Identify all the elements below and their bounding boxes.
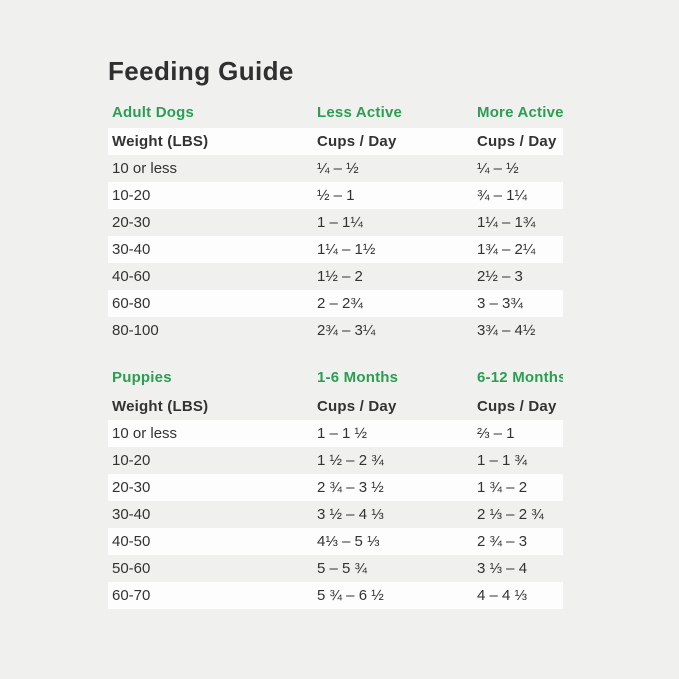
weight-cell: 20-30 — [112, 214, 151, 231]
cups-cell-1-6-months: 2 ¾ – 3 ½ — [317, 479, 384, 496]
weight-cell: 20-30 — [112, 479, 151, 496]
cups-cell-less-active: 2 – 2¾ — [317, 295, 363, 312]
adult-subheader-row: Weight (LBS) Cups / Day Cups / Day — [108, 128, 563, 155]
table-row: 10-20 1 ½ – 2 ¾ 1 – 1 ¾ — [108, 447, 563, 474]
table-row: 30-40 1¼ – 1½ 1¾ – 2¼ — [108, 236, 563, 263]
weight-cell: 10-20 — [112, 452, 151, 469]
table-row: 50-60 5 – 5 ¾ 3 ⅓ – 4 — [108, 555, 563, 582]
table-row: 30-40 3 ½ – 4 ⅓ 2 ⅓ – 2 ¾ — [108, 501, 563, 528]
puppies-table: Puppies 1-6 Months 6-12 Months Weight (L… — [108, 368, 563, 609]
cups-cell-6-12-months: 4 – 4 ⅓ — [477, 587, 528, 604]
column-header-less-active: Less Active — [317, 104, 403, 121]
page-title: Feeding Guide — [108, 56, 294, 86]
cups-cell-1-6-months: 1 – 1 ½ — [317, 425, 368, 442]
cups-cell-1-6-months: 4⅓ – 5 ⅓ — [317, 533, 380, 550]
cups-cell-1-6-months: 3 ½ – 4 ⅓ — [317, 506, 384, 523]
cups-cell-6-12-months: 1 ¾ – 2 — [477, 479, 528, 496]
column-header-more-active: More Active — [477, 104, 563, 121]
cups-per-day-label: Cups / Day — [477, 398, 557, 415]
weight-column-label: Weight (LBS) — [112, 398, 209, 415]
cups-cell-more-active: ¼ – ½ — [477, 160, 519, 177]
weight-cell: 40-50 — [112, 533, 151, 550]
weight-cell: 10-20 — [112, 187, 151, 204]
cups-cell-6-12-months: 2 ⅓ – 2 ¾ — [477, 506, 544, 523]
section-title-puppies: Puppies — [112, 369, 172, 386]
weight-cell: 10 or less — [112, 160, 178, 177]
cups-cell-more-active: ¾ – 1¼ — [477, 187, 528, 204]
table-row: 60-80 2 – 2¾ 3 – 3¾ — [108, 290, 563, 317]
column-header-1-6-months: 1-6 Months — [317, 369, 399, 386]
adult-dogs-header-row: Adult Dogs Less Active More Active — [108, 103, 563, 123]
weight-cell: 10 or less — [112, 425, 178, 442]
cups-cell-1-6-months: 5 ¾ – 6 ½ — [317, 587, 384, 604]
weight-cell: 60-80 — [112, 295, 151, 312]
cups-cell-more-active: 1¾ – 2¼ — [477, 241, 536, 258]
puppies-subheader-row: Weight (LBS) Cups / Day Cups / Day — [108, 393, 563, 420]
cups-cell-1-6-months: 1 ½ – 2 ¾ — [317, 452, 384, 469]
cups-cell-more-active: 2½ – 3 — [477, 268, 523, 285]
cups-cell-less-active: ¼ – ½ — [317, 160, 359, 177]
cups-cell-6-12-months: 1 – 1 ¾ — [477, 452, 528, 469]
table-row: 40-50 4⅓ – 5 ⅓ 2 ¾ – 3 — [108, 528, 563, 555]
feeding-guide-page: Feeding Guide Adult Dogs Less Active Mor… — [108, 56, 563, 609]
table-row: 10 or less 1 – 1 ½ ⅔ – 1 — [108, 420, 563, 447]
cups-cell-less-active: ½ – 1 — [317, 187, 355, 204]
table-row: 10 or less ¼ – ½ ¼ – ½ — [108, 155, 563, 182]
cups-cell-6-12-months: 2 ¾ – 3 — [477, 533, 528, 550]
cups-cell-1-6-months: 5 – 5 ¾ — [317, 560, 368, 577]
cups-cell-less-active: 1½ – 2 — [317, 268, 363, 285]
column-header-6-12-months: 6-12 Months — [477, 369, 563, 386]
cups-per-day-label: Cups / Day — [317, 133, 397, 150]
puppies-header-row: Puppies 1-6 Months 6-12 Months — [108, 368, 563, 388]
table-row: 20-30 1 – 1¼ 1¼ – 1¾ — [108, 209, 563, 236]
cups-cell-6-12-months: ⅔ – 1 — [477, 425, 515, 442]
table-row: 20-30 2 ¾ – 3 ½ 1 ¾ – 2 — [108, 474, 563, 501]
weight-column-label: Weight (LBS) — [112, 133, 209, 150]
cups-cell-less-active: 1 – 1¼ — [317, 214, 363, 231]
weight-cell: 30-40 — [112, 241, 151, 258]
table-row: 60-70 5 ¾ – 6 ½ 4 – 4 ⅓ — [108, 582, 563, 609]
table-row: 10-20 ½ – 1 ¾ – 1¼ — [108, 182, 563, 209]
table-row: 80-100 2¾ – 3¼ 3¾ – 4½ — [108, 317, 563, 344]
cups-cell-less-active: 1¼ – 1½ — [317, 241, 376, 258]
cups-cell-6-12-months: 3 ⅓ – 4 — [477, 560, 528, 577]
table-row: 40-60 1½ – 2 2½ – 3 — [108, 263, 563, 290]
cups-per-day-label: Cups / Day — [317, 398, 397, 415]
weight-cell: 50-60 — [112, 560, 151, 577]
weight-cell: 80-100 — [112, 322, 159, 339]
weight-cell: 30-40 — [112, 506, 151, 523]
cups-per-day-label: Cups / Day — [477, 133, 557, 150]
adult-dogs-table: Adult Dogs Less Active More Active Weigh… — [108, 103, 563, 344]
cups-cell-more-active: 3¾ – 4½ — [477, 322, 536, 339]
weight-cell: 40-60 — [112, 268, 151, 285]
cups-cell-less-active: 2¾ – 3¼ — [317, 322, 376, 339]
cups-cell-more-active: 1¼ – 1¾ — [477, 214, 536, 231]
weight-cell: 60-70 — [112, 587, 151, 604]
cups-cell-more-active: 3 – 3¾ — [477, 295, 523, 312]
section-title-adult-dogs: Adult Dogs — [112, 104, 194, 121]
